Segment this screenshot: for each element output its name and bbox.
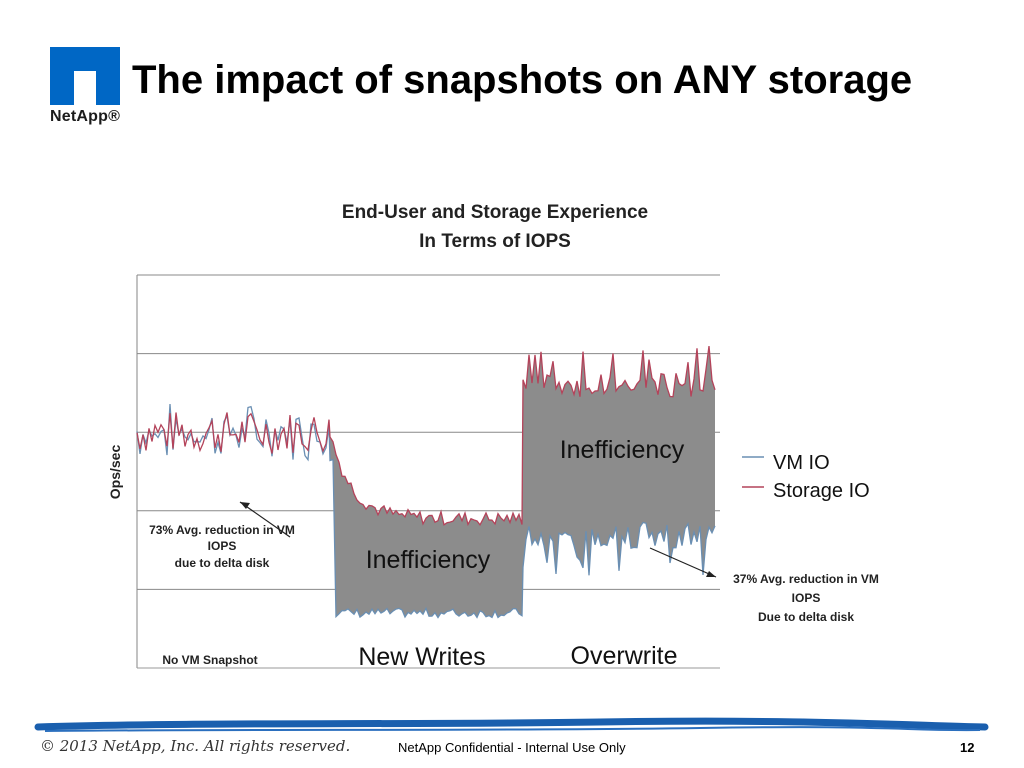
left-reduction-line-2: IOPS: [208, 539, 237, 553]
series-line-storage-io: [136, 346, 716, 527]
right-reduction-line-2: IOPS: [792, 591, 821, 605]
phase-label-overwrite: Overwrite: [571, 642, 678, 670]
chart-plot-area: [136, 346, 716, 619]
chart-subtitle: In Terms of IOPS: [419, 231, 571, 252]
right-reduction-line-1: 37% Avg. reduction in VM: [733, 572, 879, 586]
series-line-vm-io: [136, 403, 716, 619]
page-title: The impact of snapshots on ANY storage: [132, 58, 913, 102]
left-annotation-arrow: [239, 501, 291, 538]
left-reduction-line-3: due to delta disk: [175, 556, 270, 570]
netapp-logo-icon: [50, 47, 120, 105]
legend-label-vm-io: VM IO: [773, 452, 830, 474]
footer-confidential: NetApp Confidential - Internal Use Only: [398, 740, 626, 755]
phase-label-no-snapshot: No VM Snapshot: [162, 653, 257, 667]
chart-title: End-User and Storage Experience: [342, 202, 648, 223]
inefficiency-overwrite-label: Inefficiency: [560, 436, 685, 464]
footer-copyright: © 2013 NetApp, Inc. All rights reserved.: [40, 737, 351, 755]
left-arrow-head: [240, 502, 250, 509]
page-number: 12: [960, 740, 975, 755]
right-reduction-line-3: Due to delta disk: [758, 610, 854, 624]
inefficiency-new-writes-label: Inefficiency: [366, 546, 491, 574]
left-reduction-line-1: 73% Avg. reduction in VM: [149, 523, 295, 537]
right-annotation-arrow: [649, 547, 717, 578]
phase-label-new-writes: New Writes: [358, 643, 485, 671]
y-axis-label: Ops/sec: [107, 445, 123, 500]
legend-label-storage-io: Storage IO: [773, 480, 870, 502]
right-arrow-head: [706, 571, 716, 577]
netapp-logo-text: NetApp®: [50, 108, 121, 125]
